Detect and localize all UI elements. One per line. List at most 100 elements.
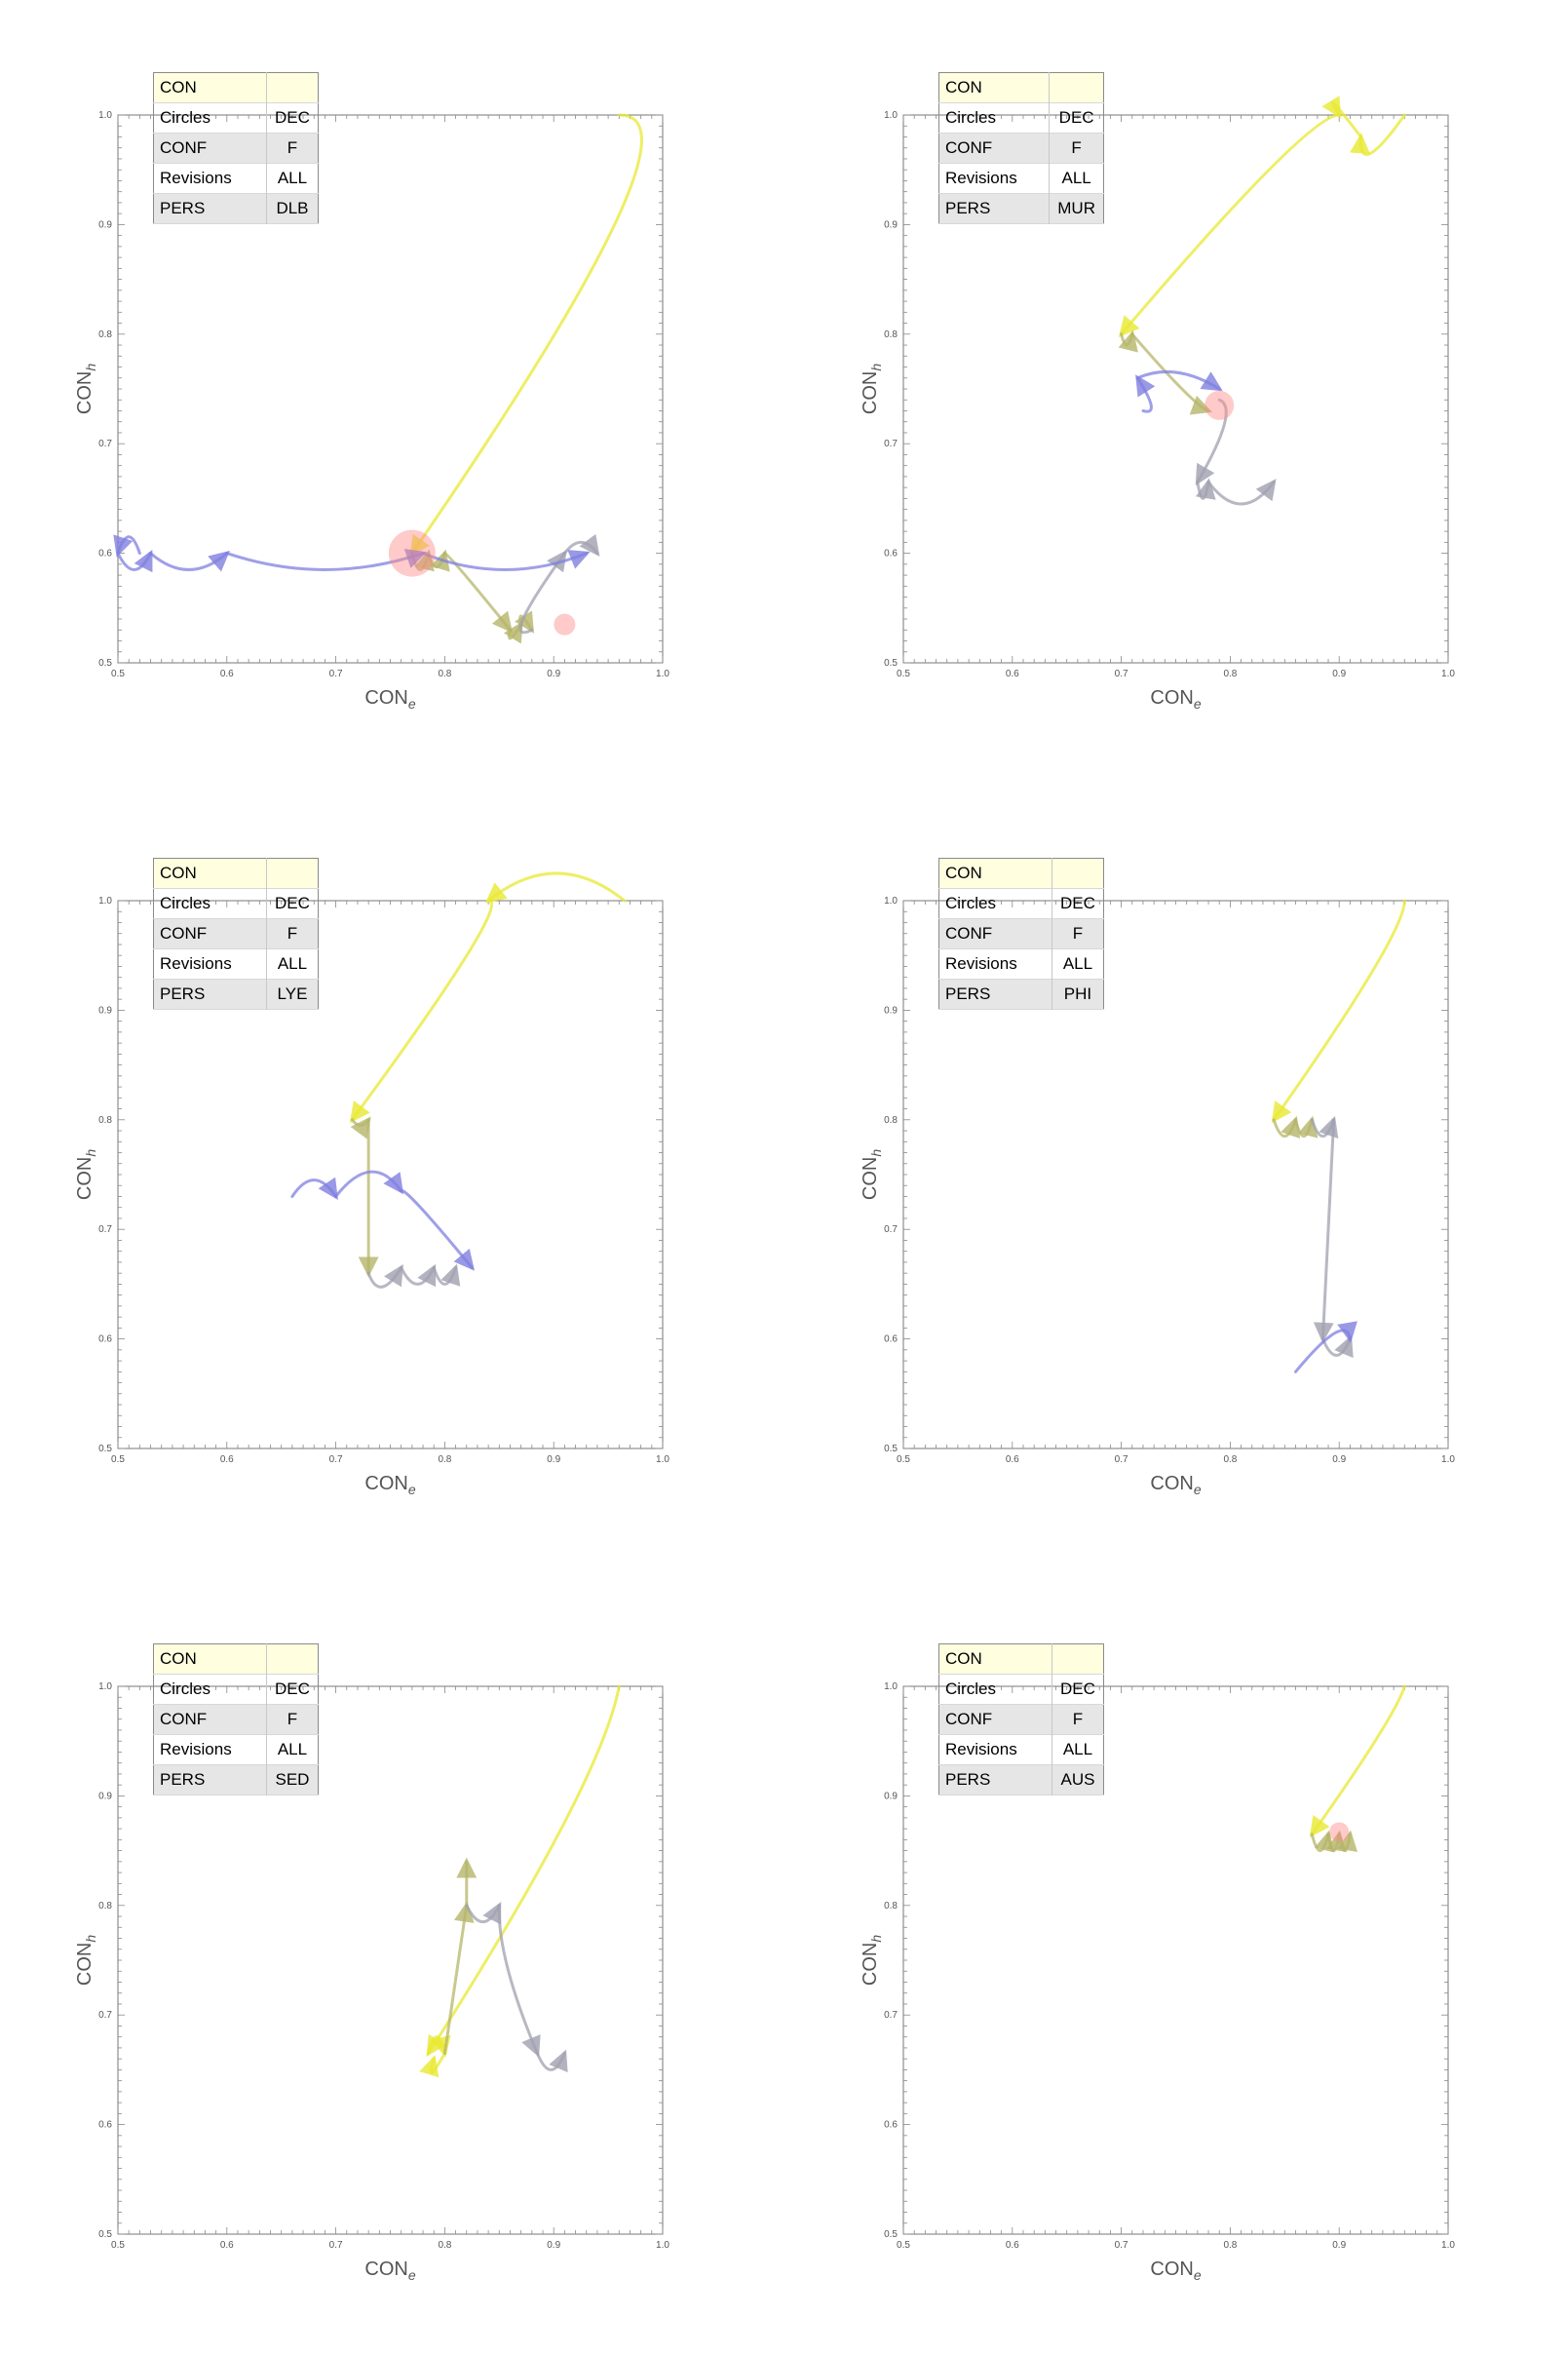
series-segment	[1350, 113, 1406, 156]
x-tick-label: 0.7	[1115, 2240, 1128, 2251]
legend-key: Circles	[938, 102, 1051, 134]
legend-header-row: CON	[153, 72, 319, 103]
x-tick-label: 0.7	[329, 2240, 343, 2251]
series-segment	[1293, 1115, 1319, 1139]
legend-key: CONF	[153, 1704, 267, 1735]
y-tick-label: 0.6	[884, 2120, 898, 2131]
series-segment	[497, 1904, 541, 2058]
series-segment	[400, 1189, 476, 1271]
y-tick-label: 0.6	[98, 1334, 112, 1345]
data-series	[1195, 398, 1277, 506]
legend-title-spacer	[1052, 1643, 1104, 1675]
legend-table: CON Circles DEC CONF F Revisions ALL PERS AUS	[938, 1643, 1104, 1795]
legend-title-spacer	[266, 72, 319, 103]
legend-row: Revisions ALL	[938, 163, 1104, 194]
y-tick-label: 0.9	[98, 1791, 112, 1801]
legend-key: Revisions	[938, 163, 1051, 194]
x-tick-label: 0.5	[897, 1454, 910, 1465]
x-tick-label: 1.0	[1441, 2240, 1455, 2251]
data-series	[419, 1684, 621, 2078]
x-axis-label: CONe	[1150, 2258, 1201, 2283]
legend-value: ALL	[1061, 169, 1091, 187]
legend-value: F	[266, 1704, 319, 1735]
series-segment	[334, 1170, 404, 1198]
series-segment	[442, 1901, 475, 2056]
highlight-circle	[554, 613, 576, 636]
chart-panel: 0.5 0.6 0.7 0.8 0.9 1.0 0.5 0.6 0.7 0.8 0.9 1.0 CONe…	[785, 786, 1568, 1569]
series-segment	[1271, 899, 1406, 1124]
legend-row: CONF F	[938, 1704, 1104, 1735]
x-tick-label: 0.7	[329, 1454, 343, 1465]
x-tick-label: 0.5	[897, 669, 910, 679]
x-tick-label: 0.7	[1115, 669, 1128, 679]
x-axis-label: CONe	[364, 2258, 415, 2283]
chart-svg: 0.5 0.6 0.7 0.8 0.9 1.0 0.5 0.6 0.7 0.8 0.9 1.0 CONe…	[860, 1681, 1455, 2283]
data-series	[442, 1857, 478, 2056]
series-segment	[113, 534, 141, 558]
y-axis-label: CONh	[860, 1935, 884, 1986]
y-tick-label: 0.7	[98, 439, 112, 449]
data-series	[366, 1263, 461, 1289]
y-tick-label: 0.6	[98, 549, 112, 560]
x-tick-label: 1.0	[656, 669, 669, 679]
legend-title: CON	[938, 858, 1052, 889]
data-series	[1271, 899, 1406, 1124]
y-tick-label: 1.0	[884, 896, 898, 907]
legend-key: Circles	[938, 1674, 1052, 1705]
series-segment	[1135, 374, 1156, 413]
legend-value: DEC	[275, 894, 310, 912]
legend-key: Revisions	[938, 948, 1052, 980]
legend-table: CON Circles DEC CONF F Revisions ALL PERS DLB	[153, 72, 319, 224]
chart-svg: 0.5 0.6 0.7 0.8 0.9 1.0 0.5 0.6 0.7 0.8 0.9 1.0 CONe…	[74, 110, 669, 712]
legend-row: CONF F	[153, 1704, 319, 1735]
series-segment	[465, 1902, 502, 1925]
legend-row: PERS SED	[153, 1764, 319, 1795]
legend-row: Circles DEC	[153, 1674, 319, 1705]
x-axis-label: CONe	[364, 687, 415, 712]
data-series	[1272, 1115, 1319, 1139]
legend-key: Circles	[153, 888, 267, 919]
legend-title: CON	[938, 1643, 1052, 1675]
y-tick-label: 0.9	[884, 1005, 898, 1016]
legend-value: DLB	[266, 193, 319, 224]
y-tick-label: 0.8	[98, 329, 112, 340]
x-tick-label: 0.8	[1223, 1454, 1237, 1465]
x-tick-label: 0.7	[1115, 1454, 1128, 1465]
data-series	[290, 1170, 476, 1271]
data-series	[518, 533, 600, 635]
y-tick-label: 0.9	[98, 219, 112, 230]
y-tick-label: 0.8	[884, 1115, 898, 1126]
legend-row: CONF F	[938, 133, 1104, 164]
series-segment	[1313, 1118, 1336, 1343]
legend-value: F	[266, 133, 319, 164]
legend-row: Circles DEC	[938, 888, 1104, 919]
legend-value: AUS	[1052, 1764, 1104, 1795]
chart-svg: 0.5 0.6 0.7 0.8 0.9 1.0 0.5 0.6 0.7 0.8 0.9 1.0 CONe…	[74, 1681, 669, 2283]
y-tick-label: 0.7	[98, 1224, 112, 1235]
chart-panel: 0.5 0.6 0.7 0.8 0.9 1.0 0.5 0.6 0.7 0.8 0.9 1.0 CONe…	[0, 0, 784, 784]
legend-key: Revisions	[153, 1734, 267, 1765]
series-segment	[290, 1177, 338, 1200]
series-segment	[1321, 96, 1363, 138]
legend-key: CONF	[153, 133, 267, 164]
series-segment	[1320, 1334, 1354, 1359]
y-tick-label: 0.8	[884, 1901, 898, 1911]
chart-panel: 0.5 0.6 0.7 0.8 0.9 1.0 0.5 0.6 0.7 0.8 0.9 1.0 CONe…	[0, 1571, 784, 2355]
data-series	[1310, 1830, 1358, 1853]
legend-key: PERS	[938, 979, 1052, 1010]
x-axis-label: CONe	[1150, 1473, 1201, 1497]
legend-header-row: CON	[153, 858, 319, 889]
x-tick-label: 0.9	[1332, 669, 1346, 679]
legend-title: CON	[153, 1643, 267, 1675]
legend-value: ALL	[277, 954, 308, 973]
x-tick-label: 0.6	[1006, 1454, 1019, 1465]
x-tick-label: 0.6	[1006, 2240, 1019, 2251]
series-segment	[1206, 479, 1277, 506]
series-segment	[1272, 1115, 1301, 1139]
legend-key: CONF	[938, 918, 1052, 949]
x-tick-label: 0.9	[547, 2240, 560, 2251]
legend-table: CON Circles DEC CONF F Revisions ALL PERS SED	[153, 1643, 319, 1795]
legend-header-row: CON	[938, 1643, 1104, 1675]
y-tick-label: 1.0	[884, 110, 898, 121]
series-segment	[1309, 1684, 1406, 1838]
